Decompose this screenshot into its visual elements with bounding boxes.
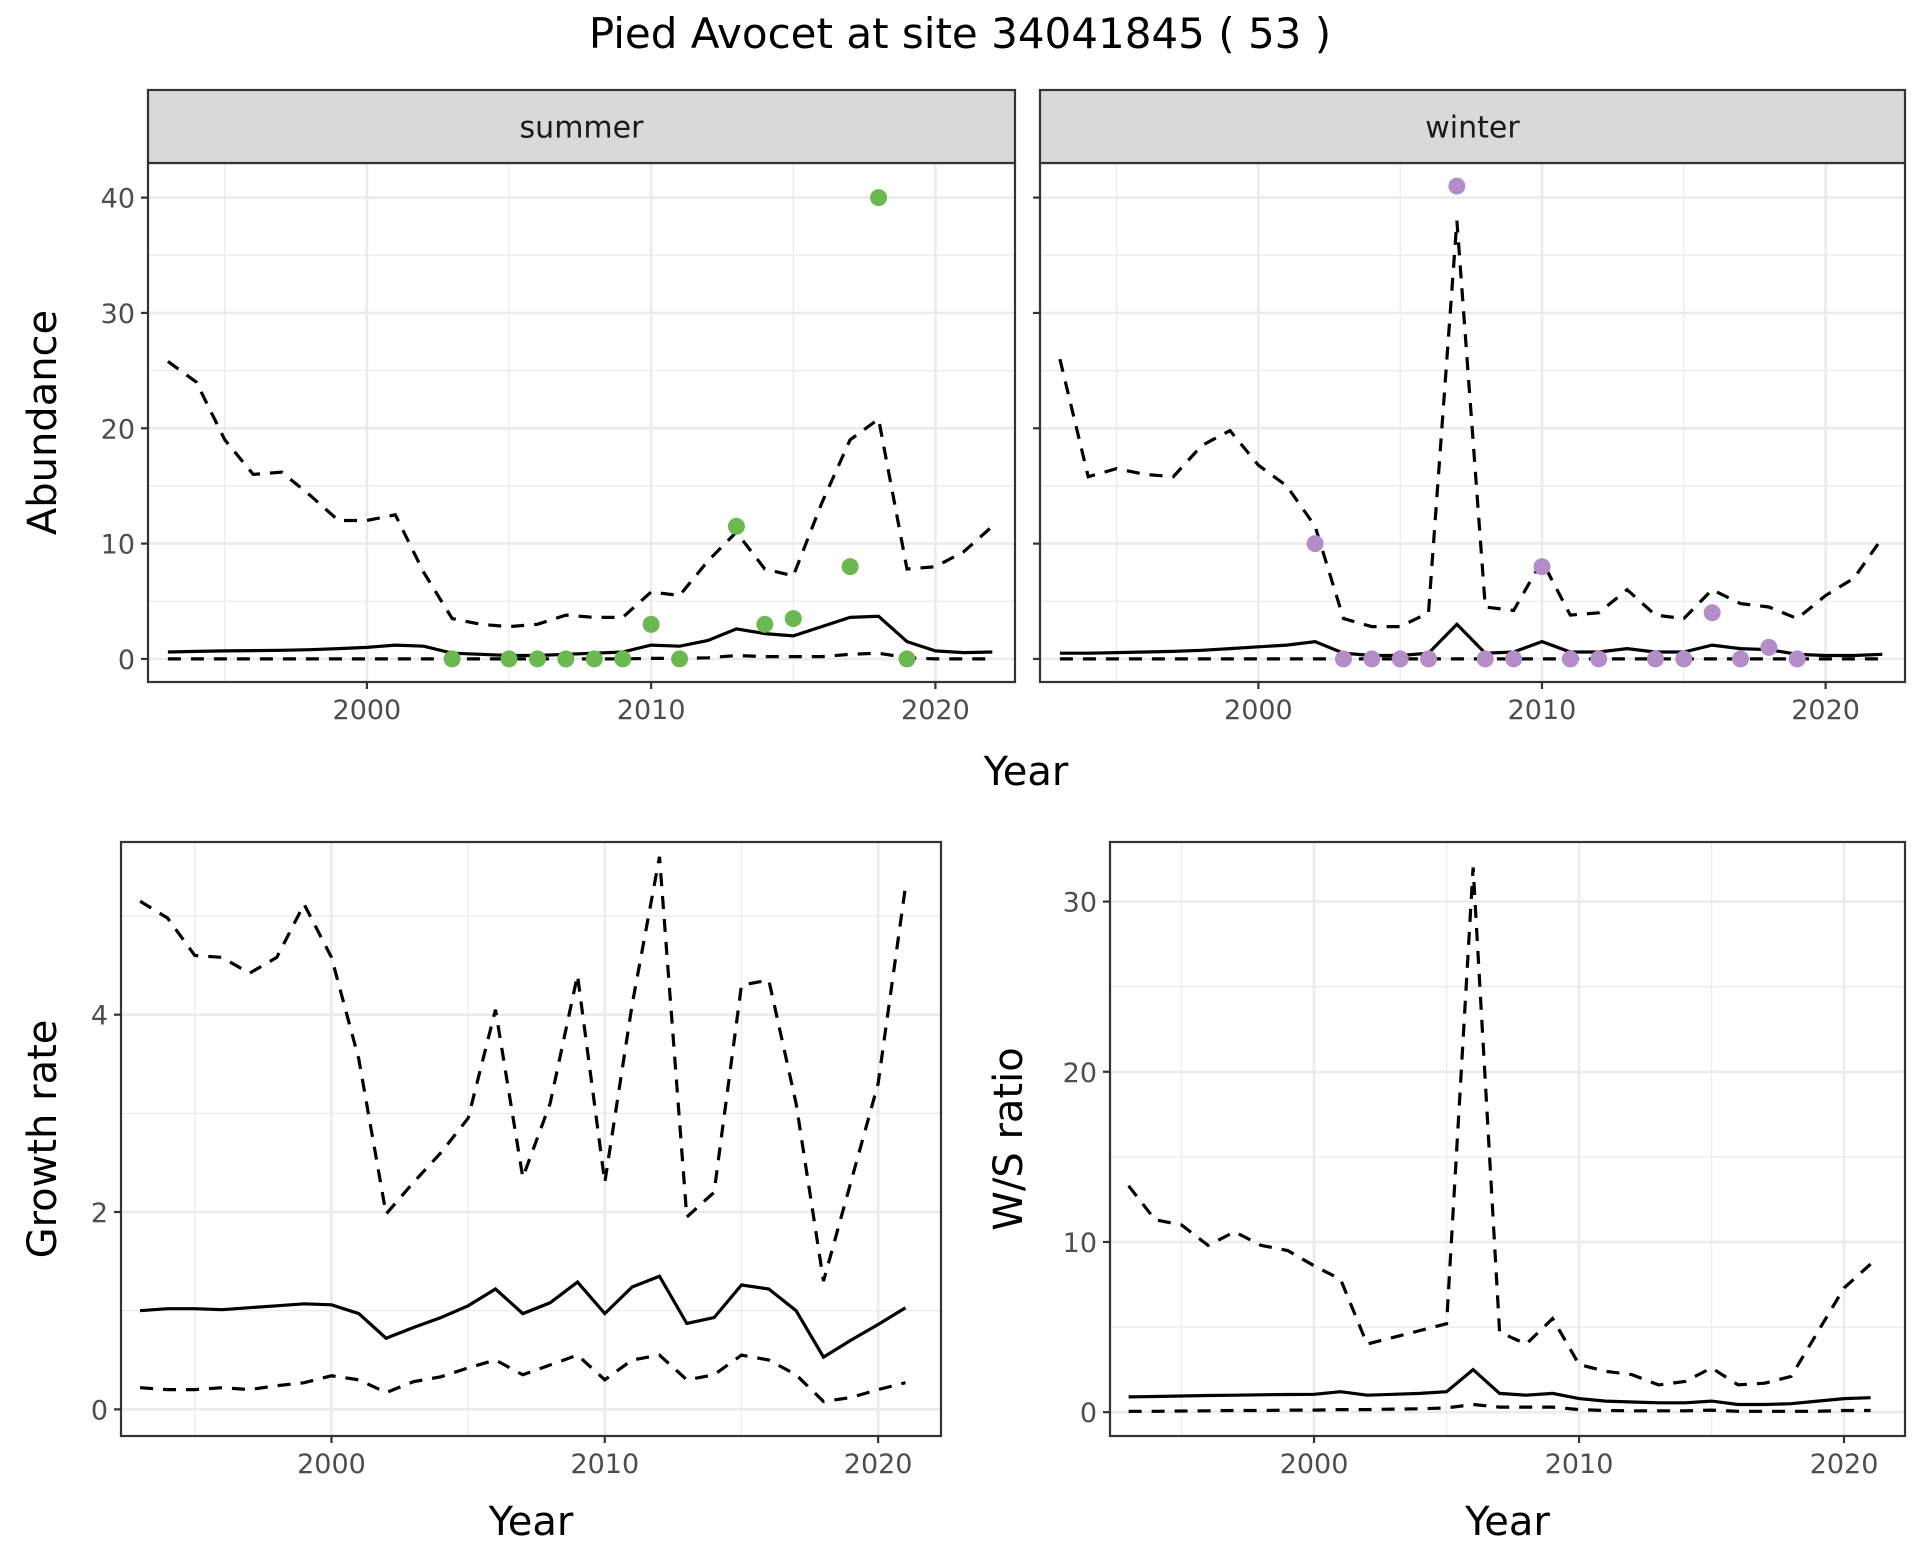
panel-growth-rate: 2000 2010 2020 0 2 4 Growth rate Year (20, 840, 943, 1545)
x-axis-title: Year (488, 1499, 574, 1545)
series-line-lower (139, 1353, 906, 1404)
data-point (557, 650, 575, 668)
series-line-mean (1128, 1367, 1871, 1407)
data-point (1703, 604, 1721, 622)
data-point (1448, 177, 1466, 195)
data-point (1334, 650, 1352, 668)
panel-background (121, 842, 941, 1436)
y-tick-label: 2 (91, 1198, 108, 1229)
figure-title: Pied Avocet at site 34041845 ( 53 ) (589, 9, 1331, 58)
y-tick-label: 0 (1080, 1398, 1097, 1429)
panel-background (1040, 163, 1905, 682)
y-tick-label: 30 (1063, 888, 1097, 919)
series-line-mean (1059, 622, 1883, 658)
panel-abundance-winter: winter 2000 2010 2020 (1033, 88, 1907, 726)
data-point (500, 650, 518, 668)
data-point (1391, 650, 1409, 668)
data-point (756, 615, 774, 633)
data-point (870, 189, 888, 207)
data-point (1732, 650, 1750, 668)
panel-abundance-summer: summer 2000 2010 2020 0 10 20 30 40 Abundance (20, 88, 1017, 726)
y-tick-label: 10 (101, 530, 135, 561)
y-tick-label: 0 (91, 1395, 108, 1426)
data-point (1646, 650, 1664, 668)
data-point (1363, 650, 1381, 668)
y-tick-label: 10 (1063, 1228, 1097, 1259)
x-tick-label: 2000 (297, 1449, 366, 1480)
data-point (642, 615, 660, 633)
data-point (1590, 650, 1608, 668)
y-axis-title: W/S ratio (986, 1047, 1032, 1230)
panel-border (119, 840, 943, 1438)
x-tick-label: 2010 (570, 1449, 639, 1480)
facet-strip (146, 88, 1017, 165)
x-tick-label: 2020 (1791, 695, 1860, 726)
panel-background (1110, 842, 1905, 1436)
facet-strip (1038, 88, 1907, 165)
data-point (1420, 650, 1438, 668)
y-tick-label: 20 (101, 414, 135, 445)
facet-strip-label: summer (520, 111, 645, 146)
series-line-mean (167, 614, 993, 658)
x-tick-label: 2010 (1508, 695, 1577, 726)
x-axis-title: Year (1464, 1499, 1550, 1545)
top-x-axis-title: Year (983, 749, 1069, 795)
series-line-mean (139, 1274, 907, 1360)
data-point (585, 650, 603, 668)
series-line-upper (1058, 220, 1884, 629)
data-point (614, 650, 632, 668)
x-tick-label: 2020 (901, 695, 970, 726)
data-point (1505, 650, 1523, 668)
y-tick-label: 30 (101, 299, 135, 330)
x-tick-label: 2010 (617, 695, 686, 726)
data-point (528, 650, 546, 668)
panel-border (1108, 840, 1907, 1438)
panel-ws-ratio: 2000 2010 2020 0 10 20 30 W/S ratio Year (986, 840, 1907, 1545)
x-tick-label: 2020 (844, 1449, 913, 1480)
y-tick-label: 40 (101, 184, 135, 215)
data-point (898, 650, 916, 668)
data-point (841, 558, 859, 576)
data-point (1788, 650, 1806, 668)
series-line-upper (166, 360, 994, 629)
data-point (1760, 638, 1778, 656)
data-point (1476, 650, 1494, 668)
data-point (1561, 650, 1579, 668)
data-point (671, 650, 689, 668)
y-axis-title: Growth rate (20, 1020, 66, 1259)
x-tick-label: 2010 (1545, 1449, 1614, 1480)
x-tick-label: 2020 (1810, 1449, 1879, 1480)
data-point (784, 610, 802, 628)
panel-background (148, 163, 1015, 682)
data-point (1533, 558, 1551, 576)
x-tick-label: 2000 (1224, 695, 1293, 726)
x-tick-label: 2000 (1280, 1449, 1349, 1480)
series-line-lower (1128, 1402, 1871, 1413)
y-axis-title: Abundance (20, 310, 66, 535)
data-point (1306, 535, 1324, 553)
data-point (727, 517, 745, 535)
facet-strip-label: winter (1425, 111, 1520, 146)
x-tick-label: 2000 (333, 695, 402, 726)
y-tick-label: 4 (91, 1001, 108, 1032)
y-tick-label: 20 (1063, 1058, 1097, 1089)
data-point (1675, 650, 1693, 668)
y-tick-label: 0 (118, 645, 135, 676)
data-point (443, 650, 461, 668)
